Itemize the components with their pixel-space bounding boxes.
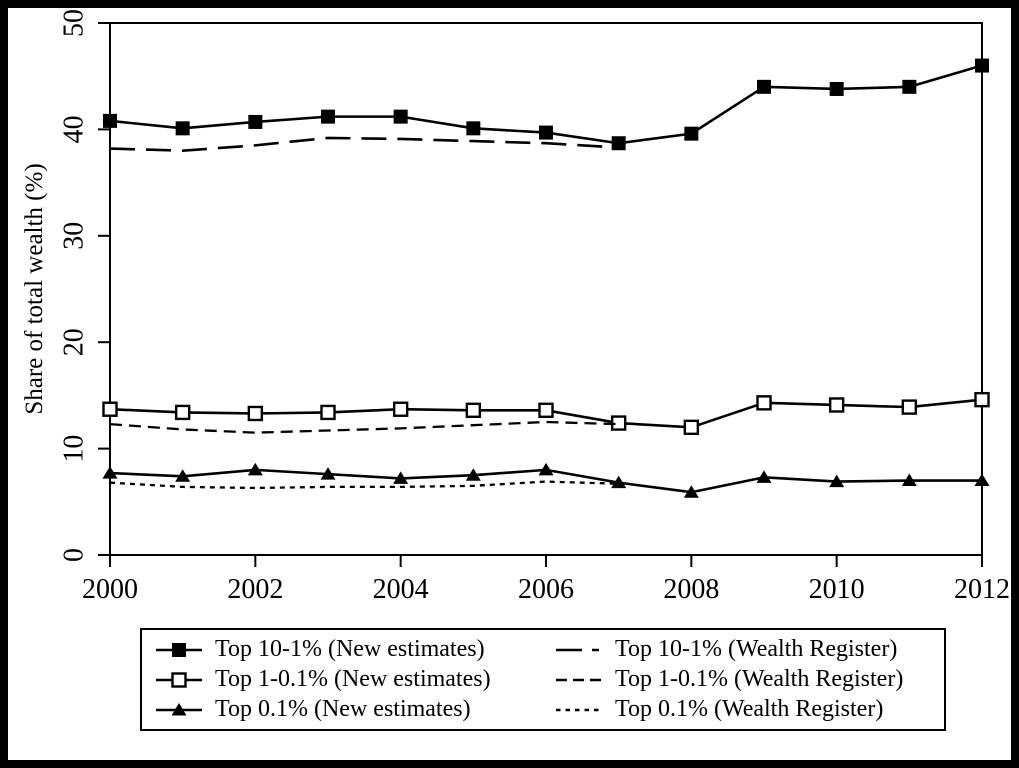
series-marker-open-square <box>901 399 918 415</box>
series-marker-filled-square <box>539 125 553 140</box>
series-marker-filled-square <box>103 113 117 128</box>
series-marker-filled-triangle <box>829 474 845 488</box>
y-tick-label: 30 <box>58 222 89 250</box>
series-marker-filled-square <box>684 126 699 141</box>
series-marker-filled-triangle <box>102 466 118 479</box>
y-axis-title: Share of total wealth (%) <box>21 163 48 414</box>
series-marker-filled-square <box>902 79 917 94</box>
series-marker-open-square <box>320 404 336 421</box>
legend-entry-top10-wr: Top 10-1% (Wealth Register) <box>556 635 944 665</box>
series-marker-open-square <box>756 395 772 411</box>
series-line-5 <box>109 480 619 490</box>
x-tick-label: 2000 <box>82 574 138 605</box>
legend-label: Top 10-1% (Wealth Register) <box>615 636 898 662</box>
series-marker-filled-triangle <box>683 485 699 498</box>
series-line-3 <box>109 420 619 434</box>
solid-line-filled-triangle-icon <box>156 702 202 715</box>
series-marker-filled-square <box>393 109 408 124</box>
legend-entry-top10-new: Top 10-1% (New estimates) <box>156 635 556 665</box>
series-marker-filled-triangle <box>974 473 990 487</box>
legend-entry-top01-wr: Top 0.1% (Wealth Register) <box>556 695 944 725</box>
legend: Top 10-1% (New estimates) Top 10-1% (Wea… <box>140 628 946 731</box>
solid-line-open-square-icon <box>156 671 202 688</box>
series-marker-filled-triangle <box>320 467 336 480</box>
series-marker-open-square <box>392 401 409 417</box>
series-marker-filled-square <box>829 81 844 96</box>
series-marker-filled-square <box>248 114 263 129</box>
y-tick-label: 20 <box>58 328 89 356</box>
x-tick-label: 2010 <box>809 574 865 605</box>
series-marker-filled-square <box>757 79 771 94</box>
series-marker-open-square <box>102 401 118 417</box>
series-marker-open-square <box>538 402 554 418</box>
series-marker-filled-square <box>321 109 335 124</box>
series-marker-filled-square <box>175 121 190 136</box>
series-marker-filled-triangle <box>175 469 191 482</box>
x-tick-label: 2008 <box>663 574 719 605</box>
series-marker-filled-triangle <box>393 471 409 484</box>
x-tick-label: 2004 <box>373 574 429 605</box>
series-marker-open-square <box>974 391 990 408</box>
y-tick-label: 50 <box>58 9 89 37</box>
solid-line-filled-square-icon <box>156 642 202 657</box>
series-marker-filled-square <box>466 121 481 136</box>
series-marker-open-square <box>174 404 191 421</box>
legend-label: Top 0.1% (Wealth Register) <box>615 696 884 722</box>
series-marker-filled-triangle <box>611 475 627 489</box>
series-marker-open-square <box>828 397 845 413</box>
legend-entry-top1-new: Top 1-0.1% (New estimates) <box>156 665 556 695</box>
legend-label: Top 1-0.1% (New estimates) <box>215 666 491 692</box>
x-tick-label: 2002 <box>227 574 283 605</box>
legend-label: Top 1-0.1% (Wealth Register) <box>615 666 904 692</box>
short-dash-line-icon <box>556 708 602 711</box>
legend-entry-top1-wr: Top 1-0.1% (Wealth Register) <box>556 665 944 695</box>
series-marker-filled-triangle <box>538 462 554 476</box>
series-marker-filled-triangle <box>247 462 263 476</box>
series-marker-open-square <box>683 419 700 436</box>
y-tick-label: 0 <box>58 548 89 562</box>
x-tick-label: 2006 <box>518 574 574 605</box>
series-marker-filled-square <box>975 58 989 73</box>
series-marker-filled-triangle <box>465 468 481 481</box>
legend-entry-top01-new: Top 0.1% (New estimates) <box>156 695 556 725</box>
series-marker-open-square <box>247 405 264 422</box>
medium-dash-line-icon <box>556 678 602 681</box>
x-tick-label: 2012 <box>954 574 1010 605</box>
series-marker-open-square <box>465 402 482 418</box>
legend-label: Top 0.1% (New estimates) <box>215 696 471 722</box>
legend-label: Top 10-1% (New estimates) <box>215 636 485 662</box>
series-marker-filled-triangle <box>901 473 917 487</box>
long-dash-line-icon <box>556 648 602 651</box>
series-line-1 <box>109 136 619 152</box>
y-tick-label: 10 <box>58 435 89 463</box>
y-tick-label: 40 <box>58 115 89 143</box>
series-marker-filled-triangle <box>756 470 772 483</box>
